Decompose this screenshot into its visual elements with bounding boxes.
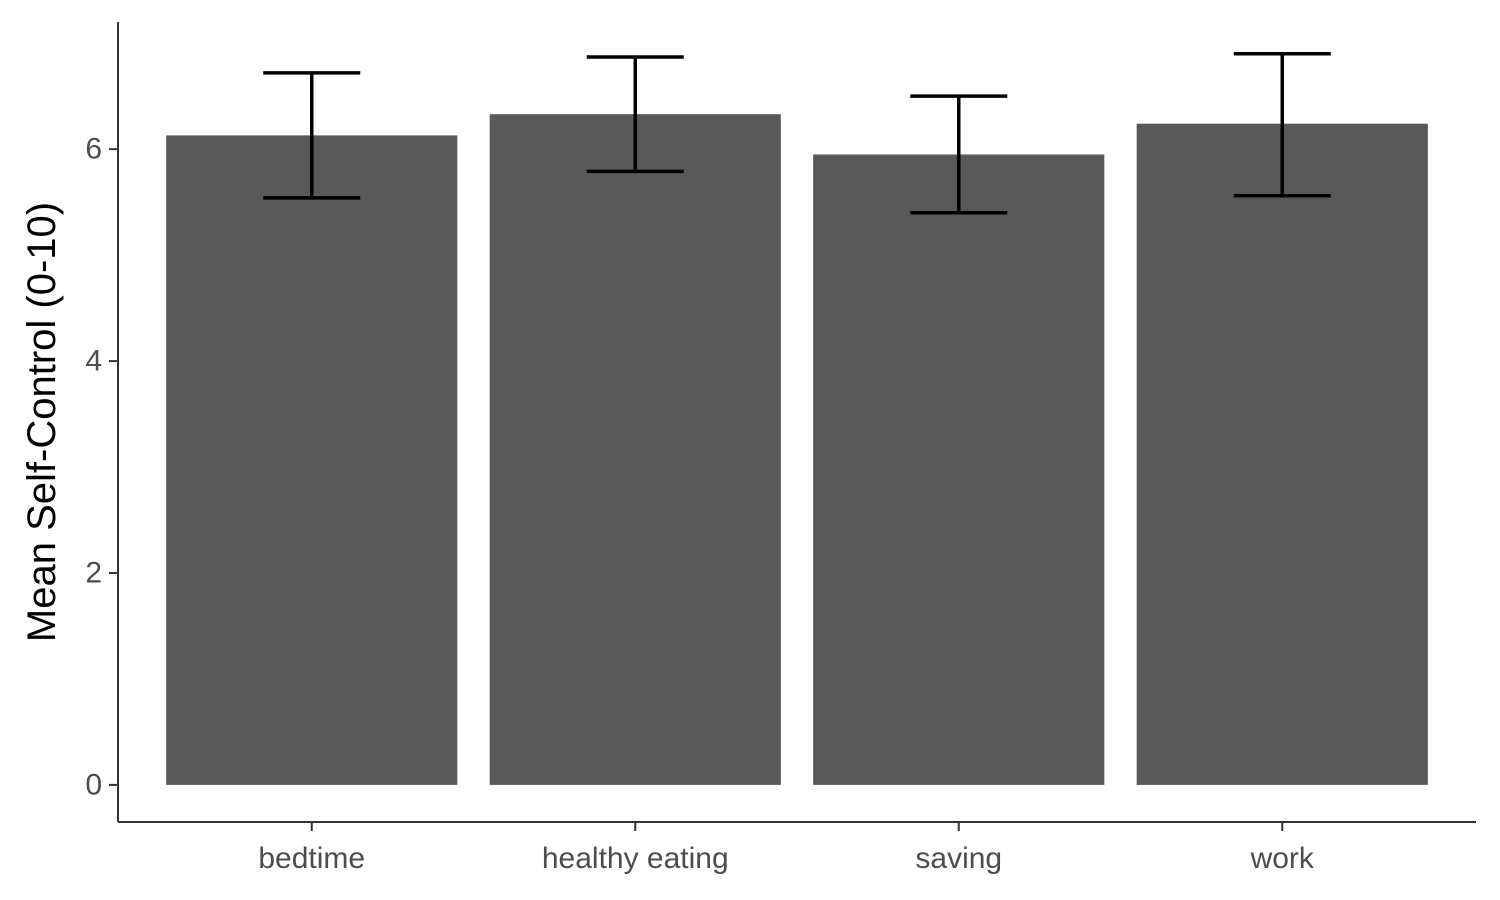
axes-layer	[117, 22, 1476, 823]
bar-healthy-eating	[489, 114, 781, 785]
x-tick-label: saving	[915, 842, 1002, 875]
x-ticks-layer: bedtime healthy eating saving work	[258, 822, 1315, 875]
bar-work	[1136, 123, 1428, 785]
error-bar-work	[1233, 52, 1331, 198]
x-tick-label: bedtime	[258, 842, 365, 875]
error-bar-healthy-eating	[586, 55, 684, 174]
y-tick-label: 6	[85, 133, 102, 166]
y-tick-label: 0	[85, 768, 102, 801]
bar-saving	[813, 154, 1105, 785]
x-tick-label: work	[1250, 842, 1315, 875]
bar-bedtime	[166, 135, 458, 785]
x-tick-label: healthy eating	[542, 842, 729, 875]
bars-layer	[166, 114, 1428, 785]
error-bars-layer	[263, 52, 1331, 215]
error-bar-saving	[910, 94, 1008, 215]
y-tick-label: 2	[85, 556, 102, 589]
y-axis-title: Mean Self-Control (0-10)	[20, 202, 64, 642]
y-ticks-layer: 0 2 4 6	[85, 133, 118, 801]
y-tick-label: 4	[85, 345, 102, 378]
error-bar-bedtime	[263, 71, 361, 200]
